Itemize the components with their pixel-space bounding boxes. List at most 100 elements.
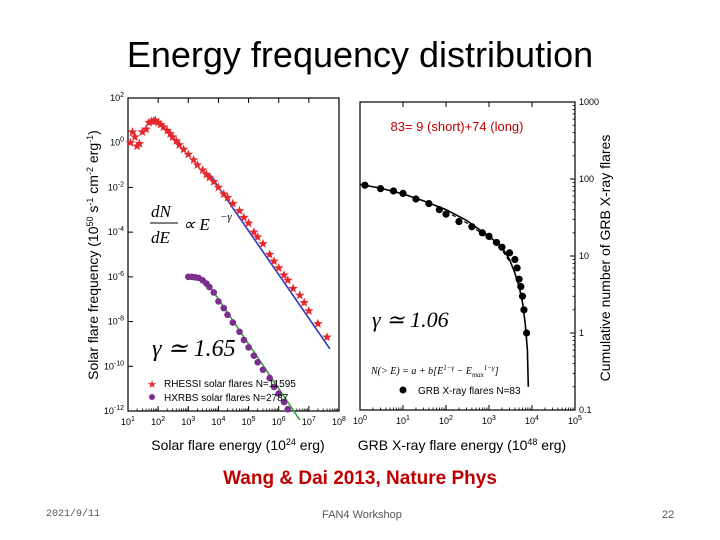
right-plot-frame bbox=[359, 101, 576, 411]
hxrbs-point bbox=[236, 328, 243, 336]
rhessi-point bbox=[252, 232, 263, 242]
grb-dashed-curve bbox=[445, 210, 511, 262]
rhessi-point bbox=[162, 125, 172, 135]
legend-rhessi-label: RHESSI solar flares N=11595 bbox=[164, 379, 296, 390]
rhessi-point bbox=[295, 290, 305, 300]
grb-point bbox=[511, 255, 519, 264]
hxrbs-point bbox=[284, 405, 292, 413]
y-tick-label: 10-8 bbox=[108, 316, 124, 327]
hxrbs-point bbox=[220, 304, 228, 312]
grb-point bbox=[485, 232, 493, 240]
rhessi-point bbox=[313, 318, 323, 328]
x-tick-label: 101 bbox=[121, 416, 135, 427]
grb-point bbox=[361, 181, 369, 189]
right-gamma-label: γ ≃ 1.06 bbox=[372, 307, 449, 332]
hxrbs-point bbox=[254, 359, 261, 366]
left-data-points bbox=[125, 115, 332, 413]
grb-point bbox=[376, 185, 385, 193]
rhessi-point bbox=[264, 249, 275, 259]
legend-grb-marker bbox=[399, 386, 407, 394]
rhessi-point bbox=[144, 117, 154, 127]
left-x-ticks: 101 102 103 104 105 106 107 108 bbox=[121, 98, 346, 427]
rhessi-point bbox=[178, 144, 189, 154]
legend-grb-label: GRB X-ray flares N=83 bbox=[418, 386, 521, 397]
slide-title: Energy frequency distribution bbox=[126, 34, 594, 75]
rhessi-point bbox=[213, 182, 224, 192]
footer-date: 2021/9/11 bbox=[46, 509, 101, 520]
rhessi-point bbox=[174, 139, 184, 149]
right-data-points bbox=[361, 181, 531, 337]
hxrbs-point bbox=[266, 374, 273, 382]
rhessi-point bbox=[234, 205, 245, 215]
left-x-label-exp: 24 bbox=[286, 437, 296, 447]
hxrbs-point bbox=[259, 366, 267, 374]
rhessi-point bbox=[188, 154, 199, 164]
left-legend: ★ RHESSI solar flares N=11595 HXRBS sola… bbox=[147, 379, 296, 404]
hxrbs-point bbox=[270, 383, 278, 391]
left-x-label-unit: erg) bbox=[296, 437, 325, 453]
x-tick-label: 100 bbox=[353, 415, 367, 426]
y-tick-label: 10 bbox=[579, 251, 589, 261]
hxrbs-point bbox=[240, 336, 248, 344]
hxrbs-point bbox=[215, 298, 222, 305]
rhessi-point bbox=[273, 262, 284, 273]
grb-point bbox=[442, 210, 450, 218]
y-tick-label: 10-2 bbox=[108, 181, 124, 192]
right-x-ticks: 100 101 102 103 104 105 bbox=[353, 102, 582, 426]
left-gamma-label: γ ≃ 1.65 bbox=[152, 336, 236, 362]
right-x-axis-label: GRB X-ray flare energy (1048 erg) bbox=[358, 437, 566, 453]
grb-point bbox=[518, 292, 527, 300]
grb-point bbox=[520, 306, 528, 314]
y-tick-label: 10-12 bbox=[104, 405, 124, 416]
hxrbs-point bbox=[280, 398, 288, 406]
rhessi-point bbox=[197, 165, 208, 175]
grb-point bbox=[468, 223, 476, 231]
grb-point bbox=[455, 217, 463, 226]
right-y-ticks: 1000 100 10 1 0.1 bbox=[570, 97, 599, 415]
rhessi-point bbox=[192, 160, 203, 170]
rhessi-point bbox=[283, 275, 293, 285]
x-tick-label: 101 bbox=[396, 415, 410, 426]
y-tick-label: 10-4 bbox=[108, 226, 124, 237]
rhessi-point bbox=[218, 189, 229, 199]
grb-point bbox=[399, 189, 407, 198]
rhessi-point bbox=[141, 124, 151, 134]
x-tick-label: 104 bbox=[525, 415, 539, 426]
rhessi-point bbox=[130, 132, 140, 142]
rhessi-point bbox=[222, 192, 233, 202]
rhessi-point bbox=[279, 270, 289, 280]
rhessi-point bbox=[165, 128, 175, 138]
rhessi-point bbox=[171, 135, 182, 145]
right-y-axis-label: Cumulative number of GRB X-ray flares bbox=[597, 135, 613, 382]
x-tick-label: 108 bbox=[332, 416, 346, 427]
fit-line bbox=[208, 173, 331, 350]
rhessi-point bbox=[158, 122, 169, 132]
rhessi-point bbox=[137, 127, 148, 137]
rhessi-point bbox=[288, 283, 298, 293]
grb-point bbox=[412, 195, 420, 203]
power-law-rhs: ∝ E bbox=[183, 215, 210, 234]
hxrbs-point bbox=[224, 311, 231, 319]
left-y-ticks: 102 100 10-2 10-4 10-6 10-8 10-10 10-12 bbox=[104, 92, 133, 416]
rhessi-point bbox=[183, 149, 194, 159]
rhessi-point bbox=[258, 238, 268, 248]
y-tick-label: 10-10 bbox=[104, 360, 124, 371]
x-tick-label: 103 bbox=[482, 415, 496, 426]
grb-point bbox=[498, 243, 506, 251]
grb-point bbox=[523, 329, 531, 337]
x-tick-label: 105 bbox=[568, 415, 582, 426]
rhessi-point bbox=[249, 227, 259, 237]
power-law-denominator: dE bbox=[151, 228, 171, 247]
rhessi-point bbox=[167, 132, 178, 142]
grb-point bbox=[389, 187, 398, 195]
rhessi-point bbox=[209, 176, 219, 186]
x-tick-label: 102 bbox=[439, 415, 453, 426]
rhessi-point bbox=[299, 297, 309, 307]
grb-point bbox=[478, 229, 486, 237]
x-tick-label: 107 bbox=[302, 416, 316, 427]
hxrbs-point bbox=[245, 344, 252, 351]
hxrbs-point bbox=[275, 390, 283, 397]
rhessi-point bbox=[150, 115, 160, 125]
